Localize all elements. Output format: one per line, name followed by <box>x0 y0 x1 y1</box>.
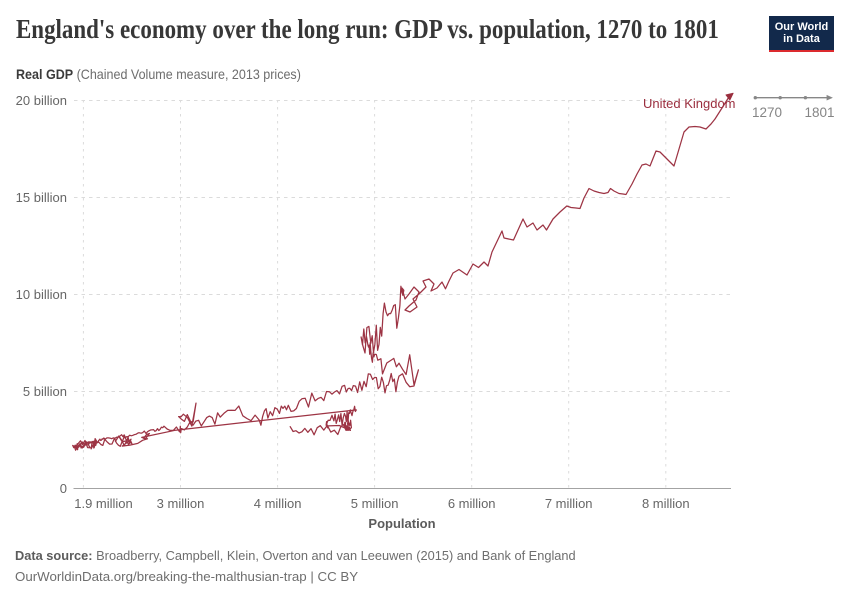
svg-text:8 million: 8 million <box>642 496 690 511</box>
svg-text:1270: 1270 <box>752 105 782 120</box>
svg-text:4 million: 4 million <box>254 496 302 511</box>
svg-text:15 billion: 15 billion <box>16 190 67 205</box>
svg-text:5 million: 5 million <box>351 496 399 511</box>
svg-text:10 billion: 10 billion <box>16 287 67 302</box>
svg-text:5 billion: 5 billion <box>23 384 67 399</box>
svg-text:1.9 million: 1.9 million <box>74 496 133 511</box>
svg-text:Population: Population <box>368 516 435 531</box>
svg-text:3 million: 3 million <box>157 496 205 511</box>
svg-text:0: 0 <box>60 481 67 496</box>
svg-text:1801: 1801 <box>804 105 834 120</box>
svg-text:United Kingdom: United Kingdom <box>643 96 736 111</box>
svg-text:20 billion: 20 billion <box>16 93 67 108</box>
svg-text:6 million: 6 million <box>448 496 496 511</box>
svg-text:7 million: 7 million <box>545 496 593 511</box>
